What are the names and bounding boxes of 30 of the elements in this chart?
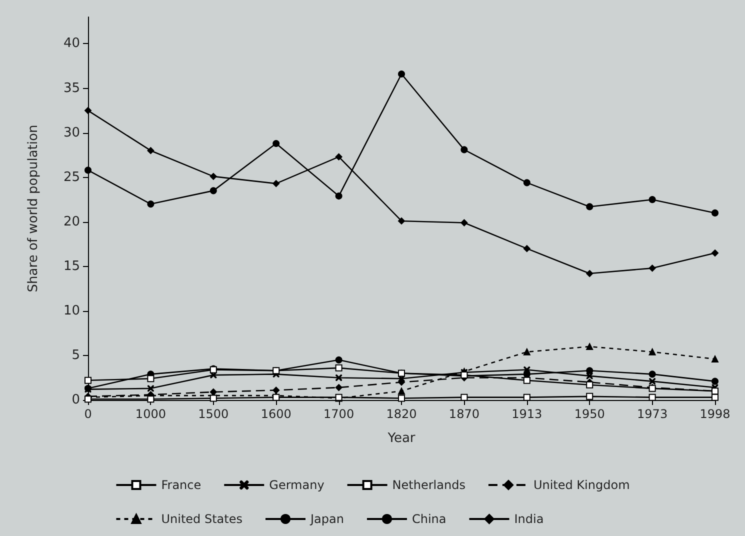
x-tick-label: 1973 — [637, 407, 668, 421]
legend-label: India — [514, 512, 544, 526]
legend-label: France — [161, 478, 202, 492]
y-tick-label: 10 — [63, 303, 80, 318]
x-tick-label: 1820 — [386, 407, 417, 421]
x-tick-label: 1998 — [700, 407, 730, 421]
x-tick-label: 1600 — [260, 407, 292, 421]
legend-label: China — [412, 512, 446, 526]
legend-label: United Kingdom — [533, 478, 630, 492]
x-tick-label: 1500 — [198, 407, 229, 421]
y-axis-title: Share of world population — [26, 124, 41, 292]
legend-label: Japan — [309, 512, 344, 526]
legend-label: United States — [161, 512, 243, 526]
x-tick-label: 1950 — [574, 407, 605, 421]
y-tick-label: 35 — [63, 80, 80, 96]
y-tick-label: 40 — [63, 36, 80, 52]
x-tick-label: 1870 — [448, 407, 480, 421]
y-tick-label: 15 — [63, 258, 80, 274]
x-tick-label: 1000 — [135, 407, 166, 421]
x-tick-label: 0 — [84, 407, 92, 421]
x-tick-label: 1700 — [324, 407, 354, 421]
y-tick-label: 5 — [72, 348, 80, 363]
y-tick-label: 20 — [63, 214, 80, 230]
x-axis-title: Year — [386, 431, 416, 446]
legend-label: Germany — [269, 478, 324, 492]
x-tick-label: 1913 — [512, 407, 542, 421]
legend-label: Netherlands — [392, 478, 466, 492]
y-tick-label: 25 — [63, 170, 80, 185]
y-tick-label: 0 — [72, 392, 80, 408]
y-tick-label: 30 — [63, 125, 80, 140]
